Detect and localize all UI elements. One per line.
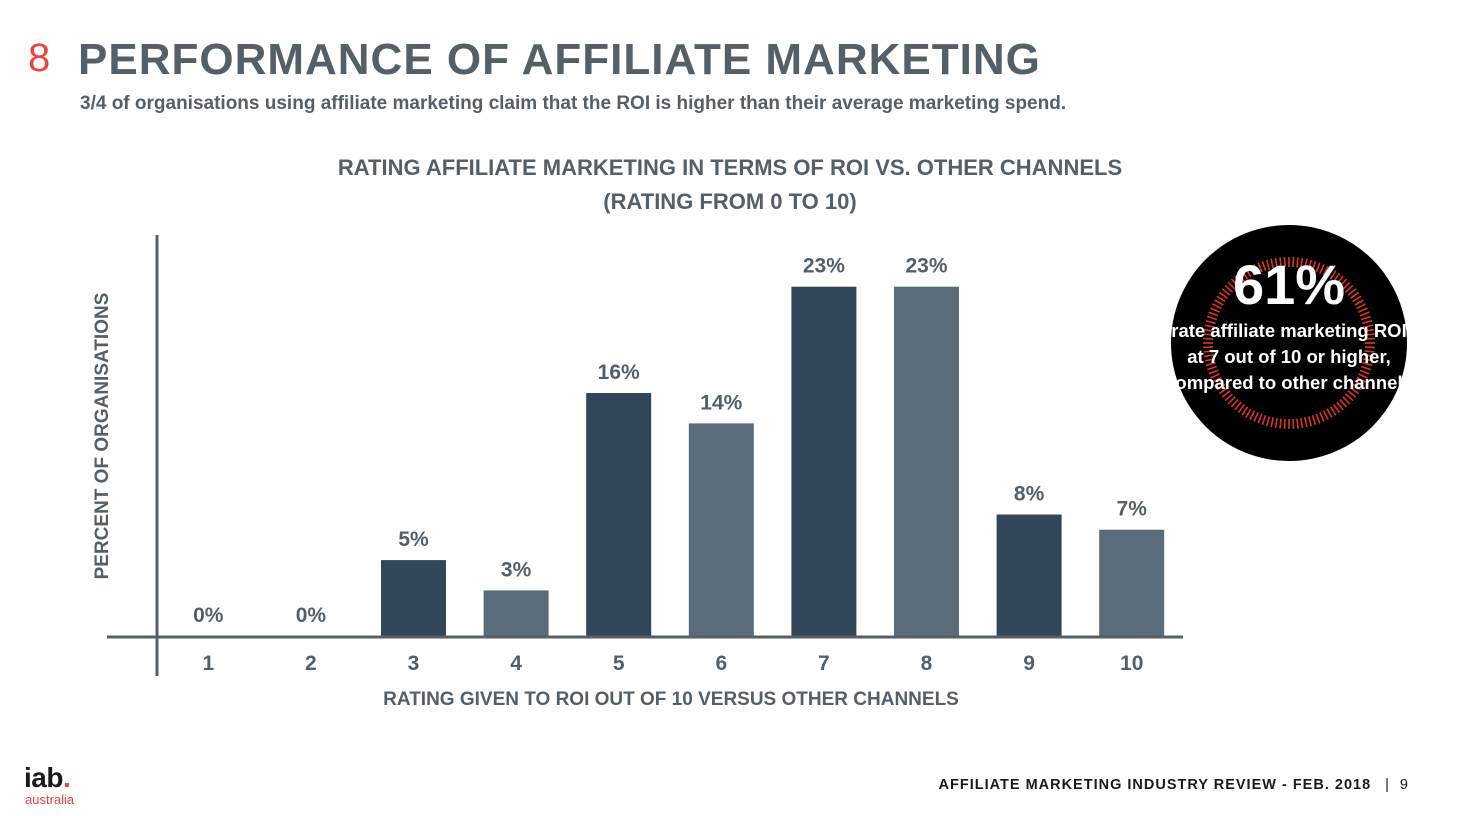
chart-title-subline: (RATING FROM 0 TO 10) xyxy=(603,189,857,214)
value-label-7: 23% xyxy=(803,255,845,278)
x-tick-label-2: 2 xyxy=(305,652,317,675)
logo-wordmark: iab xyxy=(24,762,63,793)
x-axis-label: RATING GIVEN TO ROI OUT OF 10 VERSUS OTH… xyxy=(383,689,959,710)
x-tick-label-7: 7 xyxy=(818,652,830,675)
value-label-1: 0% xyxy=(193,604,224,627)
x-tick-label-5: 5 xyxy=(613,652,625,675)
bar-10 xyxy=(1099,529,1165,636)
page-subtitle: 3/4 of organisations using affiliate mar… xyxy=(80,93,1067,114)
footer-report-title: AFFILIATE MARKETING INDUSTRY REVIEW - FE… xyxy=(938,777,1372,793)
bar-5 xyxy=(586,393,652,636)
value-label-5: 16% xyxy=(598,361,640,384)
stat-badge: 61% rate affiliate marketing ROI at 7 ou… xyxy=(1165,225,1413,461)
bar-6 xyxy=(688,423,754,636)
value-labels-group: 0% 0% 5% 3% 16% 14% 23% 23% 8% 7% xyxy=(193,255,1147,627)
x-tick-label-6: 6 xyxy=(715,652,727,675)
value-label-10: 7% xyxy=(1117,498,1148,521)
bar-8 xyxy=(894,286,959,636)
bar-4 xyxy=(483,590,549,636)
value-label-2: 0% xyxy=(296,604,327,627)
value-label-4: 3% xyxy=(501,558,532,581)
x-tick-label-10: 10 xyxy=(1120,652,1143,675)
footer: AFFILIATE MARKETING INDUSTRY REVIEW - FE… xyxy=(939,777,1409,793)
value-label-8: 23% xyxy=(905,255,947,278)
page-title: PERFORMANCE OF AFFILIATE MARKETING xyxy=(78,35,1041,84)
value-label-9: 8% xyxy=(1014,483,1045,506)
iab-logo: iab. australia xyxy=(24,762,75,807)
bar-9 xyxy=(996,514,1062,636)
x-tick-label-3: 3 xyxy=(408,652,420,675)
bar-7 xyxy=(791,286,857,636)
section-number: 8 xyxy=(28,36,51,80)
x-tick-label-8: 8 xyxy=(921,652,933,675)
page-number: 9 xyxy=(1399,777,1409,793)
x-tick-label-9: 9 xyxy=(1023,652,1035,675)
badge-text: rate affiliate marketing ROI at 7 out of… xyxy=(1165,320,1413,393)
badge-value: 61% xyxy=(1232,253,1346,316)
footer-separator: | xyxy=(1385,777,1390,793)
logo-subtext: australia xyxy=(25,792,75,807)
x-tick-labels-group: 1 2 3 4 5 6 7 8 9 10 xyxy=(202,652,1143,675)
bars-group xyxy=(381,286,1165,636)
x-tick-label-4: 4 xyxy=(510,652,522,675)
chart-title: RATING AFFILIATE MARKETING IN TERMS OF R… xyxy=(337,155,1123,180)
x-tick-label-1: 1 xyxy=(202,652,214,675)
bar-3 xyxy=(381,560,446,636)
logo-dot: . xyxy=(62,762,71,793)
value-label-3: 5% xyxy=(398,528,429,551)
value-label-6: 14% xyxy=(700,391,742,414)
y-axis-label: PERCENT OF ORGANISATIONS xyxy=(92,293,113,580)
badge-ring-decoration xyxy=(1203,257,1375,429)
